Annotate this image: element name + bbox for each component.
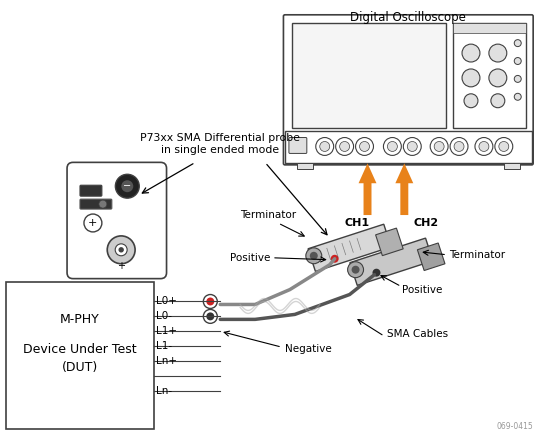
Text: Terminator: Terminator bbox=[240, 210, 296, 220]
Bar bbox=[453, 23, 526, 127]
Circle shape bbox=[479, 142, 489, 151]
Text: CH2: CH2 bbox=[413, 218, 438, 228]
FancyBboxPatch shape bbox=[283, 15, 533, 165]
Circle shape bbox=[403, 138, 421, 155]
Text: Ln-: Ln- bbox=[156, 386, 172, 396]
Bar bbox=[453, 23, 526, 33]
Circle shape bbox=[489, 69, 507, 87]
Circle shape bbox=[339, 142, 350, 151]
Bar bbox=[292, 23, 446, 127]
Circle shape bbox=[454, 142, 464, 151]
Circle shape bbox=[464, 94, 478, 108]
Polygon shape bbox=[308, 224, 391, 272]
Circle shape bbox=[430, 138, 448, 155]
Text: Positive: Positive bbox=[230, 253, 270, 263]
Circle shape bbox=[107, 236, 135, 264]
Circle shape bbox=[310, 252, 318, 260]
Bar bbox=[7, 282, 153, 429]
Circle shape bbox=[373, 269, 380, 277]
Text: L0-: L0- bbox=[156, 311, 171, 321]
FancyBboxPatch shape bbox=[289, 138, 307, 153]
Text: Negative: Negative bbox=[285, 344, 332, 354]
Polygon shape bbox=[395, 163, 413, 215]
Circle shape bbox=[206, 298, 214, 306]
Circle shape bbox=[356, 138, 374, 155]
Circle shape bbox=[407, 142, 417, 151]
Circle shape bbox=[348, 262, 363, 278]
Text: L1+: L1+ bbox=[156, 326, 177, 336]
Text: L0+: L0+ bbox=[156, 296, 176, 306]
Circle shape bbox=[121, 180, 133, 192]
Circle shape bbox=[360, 142, 369, 151]
FancyBboxPatch shape bbox=[80, 199, 112, 209]
Circle shape bbox=[450, 138, 468, 155]
Polygon shape bbox=[375, 228, 403, 256]
Circle shape bbox=[489, 44, 507, 62]
Circle shape bbox=[514, 93, 521, 100]
Circle shape bbox=[384, 138, 401, 155]
Circle shape bbox=[115, 244, 127, 256]
Circle shape bbox=[316, 138, 333, 155]
Text: Ln+: Ln+ bbox=[156, 356, 177, 366]
Text: Device Under Test: Device Under Test bbox=[23, 343, 137, 356]
Circle shape bbox=[514, 40, 521, 47]
Text: Terminator: Terminator bbox=[449, 250, 505, 260]
Circle shape bbox=[514, 57, 521, 64]
Circle shape bbox=[491, 94, 505, 108]
Circle shape bbox=[336, 138, 354, 155]
Circle shape bbox=[434, 142, 444, 151]
Circle shape bbox=[462, 69, 480, 87]
Text: CH1: CH1 bbox=[344, 218, 369, 228]
Text: (DUT): (DUT) bbox=[62, 361, 98, 374]
Circle shape bbox=[84, 214, 102, 232]
Circle shape bbox=[206, 312, 214, 320]
Bar bbox=[297, 163, 313, 169]
Text: P73xx SMA Differential probe: P73xx SMA Differential probe bbox=[140, 134, 300, 143]
Text: SMA Cables: SMA Cables bbox=[387, 329, 449, 339]
FancyBboxPatch shape bbox=[80, 185, 102, 196]
Bar bbox=[285, 131, 531, 163]
Circle shape bbox=[115, 174, 139, 198]
Polygon shape bbox=[358, 163, 376, 215]
Circle shape bbox=[462, 44, 480, 62]
Text: 069-0415: 069-0415 bbox=[497, 422, 534, 431]
Text: in single ended mode: in single ended mode bbox=[161, 146, 279, 155]
Text: Positive: Positive bbox=[403, 284, 443, 295]
Text: L1-: L1- bbox=[156, 341, 172, 351]
Circle shape bbox=[203, 310, 217, 323]
Circle shape bbox=[475, 138, 493, 155]
Circle shape bbox=[514, 75, 521, 82]
Polygon shape bbox=[350, 238, 433, 285]
Text: Digital Oscilloscope: Digital Oscilloscope bbox=[350, 11, 466, 24]
Circle shape bbox=[499, 142, 509, 151]
Circle shape bbox=[99, 200, 107, 208]
Circle shape bbox=[387, 142, 397, 151]
Text: M-PHY: M-PHY bbox=[60, 314, 100, 326]
Circle shape bbox=[119, 248, 123, 252]
Bar bbox=[504, 163, 520, 169]
Text: +: + bbox=[117, 261, 125, 271]
Circle shape bbox=[306, 248, 322, 264]
Text: +: + bbox=[88, 218, 97, 228]
Circle shape bbox=[320, 142, 330, 151]
Circle shape bbox=[203, 295, 217, 308]
Circle shape bbox=[495, 138, 513, 155]
Circle shape bbox=[351, 266, 360, 274]
FancyBboxPatch shape bbox=[67, 162, 166, 279]
Text: −: − bbox=[123, 181, 131, 191]
Polygon shape bbox=[417, 243, 445, 270]
Circle shape bbox=[331, 255, 339, 263]
